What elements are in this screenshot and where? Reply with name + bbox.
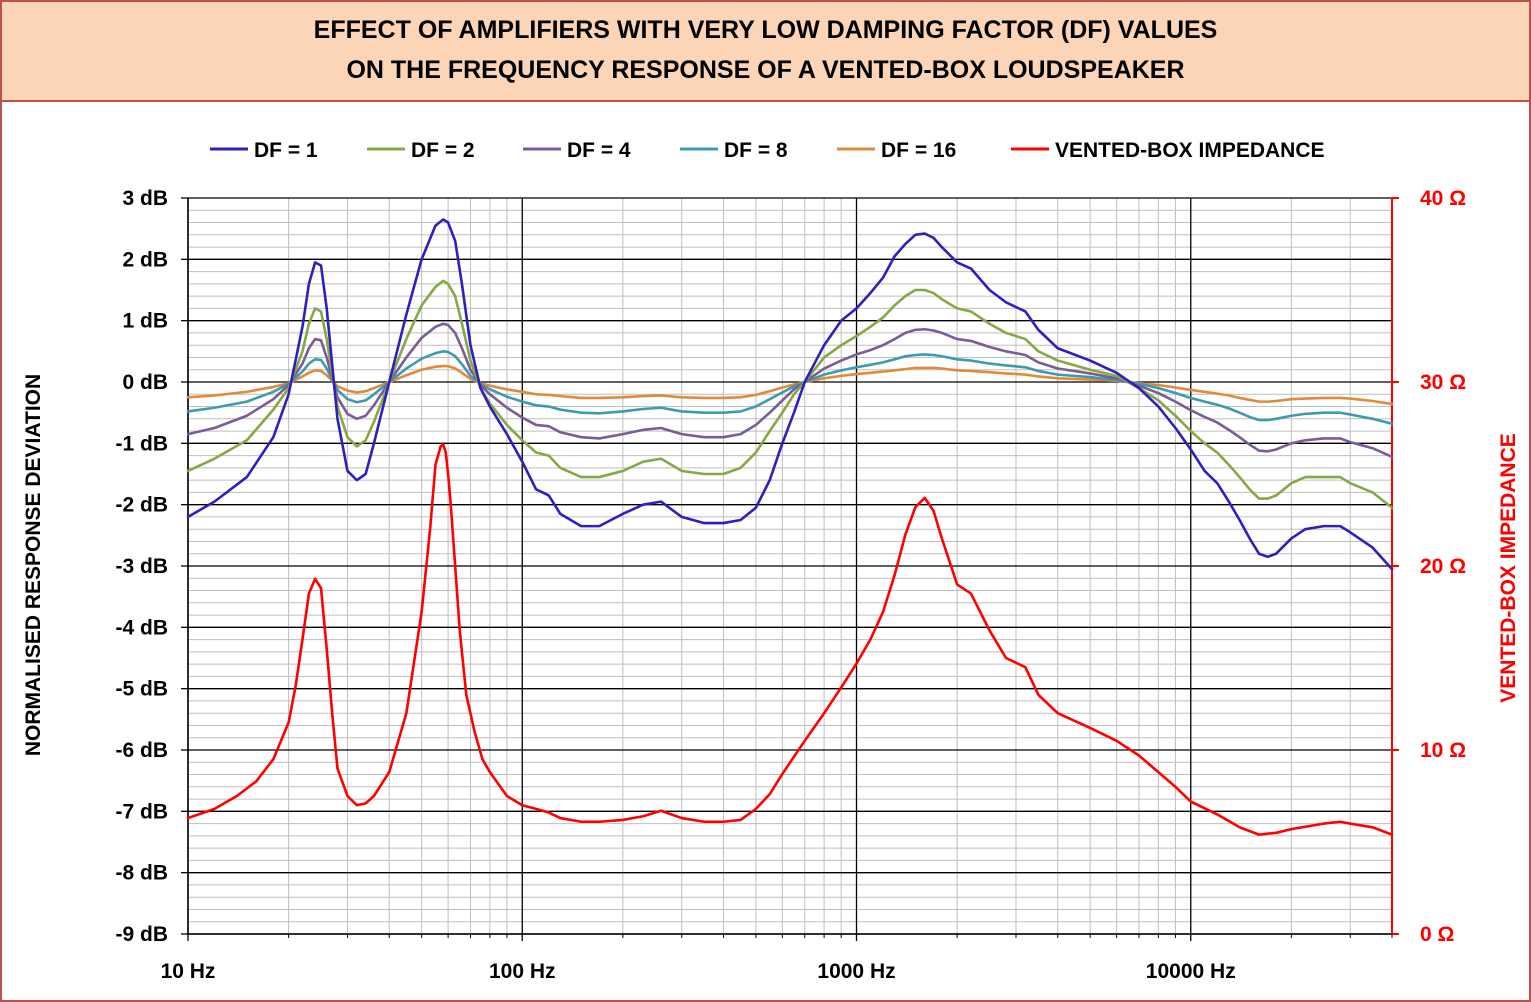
- y-tick-label: -8 dB: [116, 862, 169, 885]
- y-tick-label: -6 dB: [116, 739, 169, 762]
- x-tick-label: 100 Hz: [489, 960, 556, 983]
- series-line-df-16: [186, 364, 1394, 406]
- y-tick-label: -9 dB: [116, 923, 169, 946]
- legend-label: DF = 4: [567, 139, 631, 162]
- y-tick-label: -5 dB: [116, 678, 169, 701]
- axis-layer: 3 dB 2 dB 1 dB 0 dB -1 dB -2 dB -3 dB -4 dB -5 d…: [116, 187, 1467, 983]
- legend-layer: DF = 1 DF = 2 DF = 4 DF = 8 DF = 16 VENTED-BO…: [210, 139, 1325, 162]
- y-axis-label: NORMALISED RESPONSE DEVIATION: [22, 374, 45, 756]
- y2-tick-label: 40 Ω: [1420, 187, 1466, 210]
- y2-tick-label: 20 Ω: [1420, 555, 1466, 578]
- y-tick-label: 2 dB: [122, 248, 168, 271]
- y-tick-label: 1 dB: [122, 310, 168, 333]
- y-tick-label: -2 dB: [116, 494, 169, 517]
- series-line-df-8: [186, 350, 1394, 426]
- y-tick-label: -4 dB: [116, 616, 169, 639]
- legend-label: DF = 16: [881, 139, 956, 162]
- series-line-df-4: [186, 322, 1394, 459]
- legend-label: DF = 8: [724, 139, 788, 162]
- legend-label: DF = 2: [411, 139, 475, 162]
- y-tick-label: -1 dB: [116, 432, 169, 455]
- y-tick-label: -3 dB: [116, 555, 169, 578]
- y-tick-label: 3 dB: [122, 187, 168, 210]
- y2-axis-label: VENTED-BOX IMPEDANCE: [1497, 433, 1520, 703]
- grid-layer: [187, 197, 1393, 935]
- series-layer: [186, 218, 1394, 836]
- title-box: EFFECT OF AMPLIFIERS WITH VERY LOW DAMPI…: [2, 2, 1529, 102]
- y-tick-label: -7 dB: [116, 800, 169, 823]
- x-tick-label: 10 Hz: [161, 960, 216, 983]
- series-line-vented-box-impedance: [186, 443, 1394, 836]
- y2-tick-label: 30 Ω: [1420, 371, 1466, 394]
- series-line-df-1: [186, 218, 1394, 571]
- y2-tick-label: 0 Ω: [1420, 923, 1454, 946]
- y-tick-label: 0 dB: [122, 371, 168, 394]
- x-tick-label: 10000 Hz: [1146, 960, 1236, 983]
- x-tick-label: 1000 Hz: [817, 960, 895, 983]
- series-line-df-2: [186, 279, 1394, 510]
- legend-label: DF = 1: [254, 139, 318, 162]
- chart-title-line-1: EFFECT OF AMPLIFIERS WITH VERY LOW DAMPI…: [313, 16, 1218, 44]
- legend-label: VENTED-BOX IMPEDANCE: [1055, 139, 1325, 162]
- chart-title-line-2: ON THE FREQUENCY RESPONSE OF A VENTED-BO…: [346, 56, 1185, 84]
- y2-tick-label: 10 Ω: [1420, 739, 1466, 762]
